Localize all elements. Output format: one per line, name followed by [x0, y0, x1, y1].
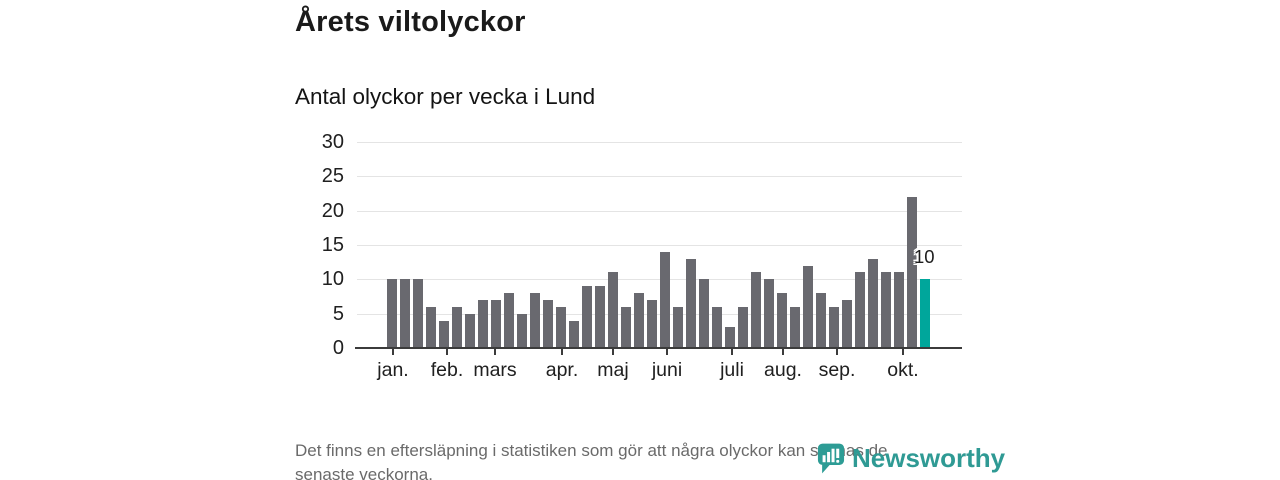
gridline-30: [357, 142, 962, 143]
bar-week-17: [595, 286, 606, 348]
bar-week-5: [439, 320, 450, 348]
bar-week-8: [478, 299, 489, 348]
x-tick-feb: [446, 349, 448, 355]
footnote-line1: Det finns en eftersläpning i statistiken…: [295, 441, 888, 460]
bar-week-18: [608, 272, 619, 348]
bar-week-37: [855, 272, 866, 348]
gridline-10: [357, 279, 962, 281]
bar-week-36: [842, 299, 853, 348]
x-tick-mars: [494, 349, 496, 355]
y-tick-label-10: 10: [321, 268, 344, 291]
bar-week-16: [582, 286, 593, 348]
bar-week-9: [491, 299, 502, 348]
footnote-line2: senaste veckorna.: [295, 464, 433, 480]
bar-week-6: [452, 306, 463, 348]
gridline-25: [357, 176, 962, 178]
bar-week-33: [803, 265, 814, 348]
bar-week-21: [647, 299, 658, 348]
bar-week-24: [686, 258, 697, 348]
gridline-20: [357, 210, 962, 212]
bar-week-3: [413, 279, 424, 348]
chart-subtitle: Antal olyckor per vecka i Lund: [295, 84, 596, 109]
gridline-15: [357, 245, 962, 246]
x-tick-label-okt: okt.: [887, 359, 919, 381]
x-tick-label-jan: jan.: [377, 359, 409, 381]
x-tick-juli: [731, 349, 733, 355]
x-tick-label-juli: juli: [720, 359, 744, 381]
bar-week-27: [725, 327, 736, 348]
bar-week-34: [816, 293, 827, 348]
x-tick-maj: [612, 349, 614, 355]
x-tick-label-maj: maj: [597, 359, 629, 381]
x-tick-apr: [561, 349, 563, 355]
bar-week-10: [504, 293, 515, 348]
x-axis-line: [355, 346, 962, 349]
bar-week-23: [673, 306, 684, 348]
x-tick-label-mars: mars: [473, 359, 517, 381]
bar-week-25: [699, 279, 710, 348]
bar-week-40: [894, 272, 905, 348]
bar-week-12: [530, 293, 541, 348]
bar-week-2: [400, 279, 411, 348]
x-tick-label-sep: sep.: [818, 359, 856, 381]
bar-week-35: [829, 306, 840, 348]
y-tick-label-0: 0: [332, 337, 344, 359]
bar-week-1: [387, 279, 398, 348]
bar-week-15: [569, 320, 580, 348]
bar-week-28: [738, 306, 749, 348]
x-tick-jan: [392, 349, 394, 355]
bar-week-11: [517, 313, 528, 348]
newsworthy-logo[interactable]: Newsworthy: [817, 443, 1005, 474]
bar-week-20: [634, 293, 645, 348]
y-tick-label-5: 5: [332, 302, 344, 325]
newsworthy-logo-text: Newsworthy: [852, 443, 1006, 473]
y-tick-label-20: 20: [321, 199, 344, 222]
x-tick-sep: [836, 349, 838, 355]
bar-week-29: [751, 272, 762, 348]
bar-week-7: [465, 313, 476, 348]
bar-week-39: [881, 272, 892, 348]
x-tick-juni: [666, 349, 668, 355]
bar-week-14: [556, 306, 567, 348]
bar-week-30: [764, 279, 775, 348]
latest-week-value-label: 10: [914, 246, 935, 267]
bar-week-22: [660, 251, 671, 348]
bar-week-13: [543, 299, 554, 348]
x-tick-label-juni: juni: [651, 359, 683, 381]
bar-week-4: [426, 306, 437, 348]
bar-week-latest-highlighted: [920, 279, 931, 348]
x-tick-label-feb: feb.: [430, 359, 464, 381]
bar-week-32: [790, 306, 801, 348]
y-tick-label-25: 25: [321, 165, 344, 188]
y-tick-label-30: 30: [321, 131, 344, 153]
newsworthy-logo-icon: [817, 443, 845, 474]
x-tick-okt: [902, 349, 904, 355]
bar-week-19: [621, 306, 632, 348]
x-tick-label-aug: aug.: [764, 359, 802, 381]
y-tick-label-15: 15: [321, 234, 344, 256]
bar-week-41: [907, 196, 918, 348]
x-tick-label-apr: apr.: [545, 359, 579, 381]
bar-week-31: [777, 293, 788, 348]
gridline-5: [357, 313, 962, 315]
x-tick-aug: [782, 349, 784, 355]
footnote: Det finns en eftersläpning i statistiken…: [295, 439, 887, 480]
bar-week-38: [868, 258, 879, 348]
bar-week-26: [712, 306, 723, 348]
page-title: Årets viltolyckor: [295, 6, 526, 38]
